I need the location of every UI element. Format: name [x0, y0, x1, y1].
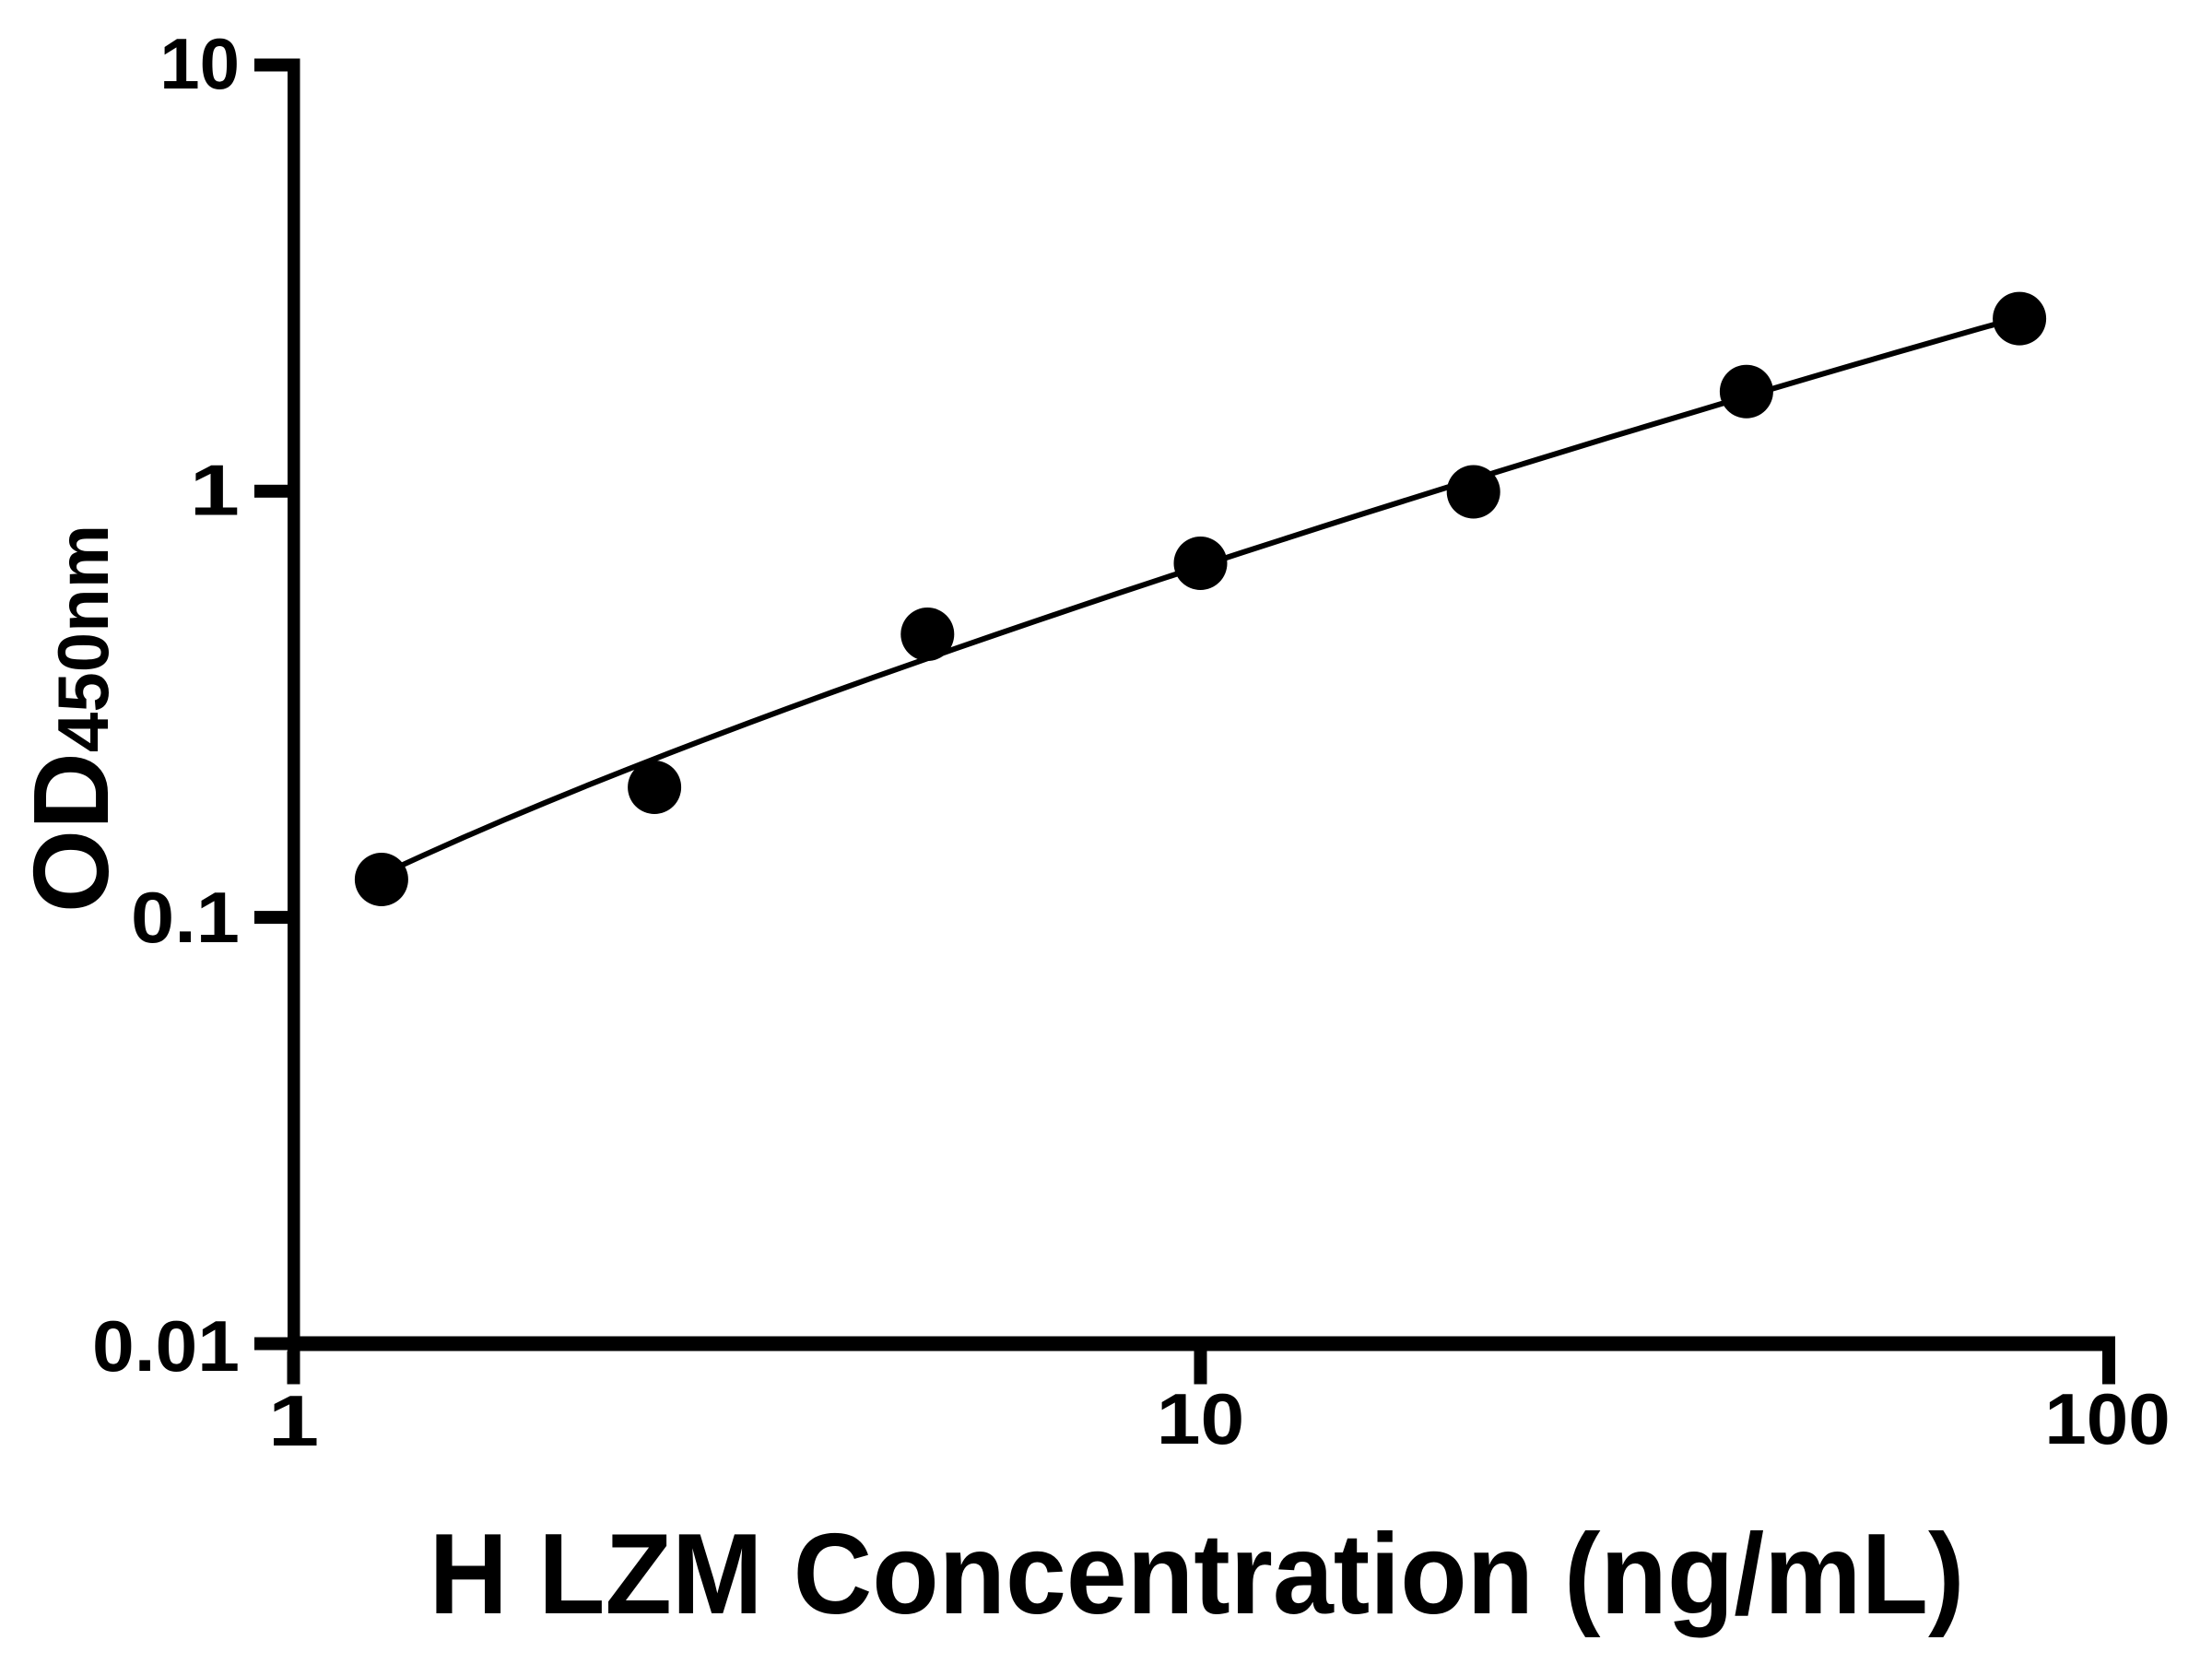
svg-text:10: 10 [159, 23, 240, 104]
svg-text:OD450nm: OD450nm [11, 525, 131, 913]
svg-text:10: 10 [1157, 1380, 1244, 1460]
svg-text:0.1: 0.1 [131, 878, 240, 958]
svg-text:H LZM Concentration (ng/mL): H LZM Concentration (ng/mL) [429, 1510, 1965, 1638]
svg-text:100: 100 [2044, 1379, 2170, 1459]
svg-text:1: 1 [190, 450, 240, 530]
svg-text:1: 1 [268, 1380, 320, 1460]
svg-text:0.01: 0.01 [92, 1305, 240, 1387]
